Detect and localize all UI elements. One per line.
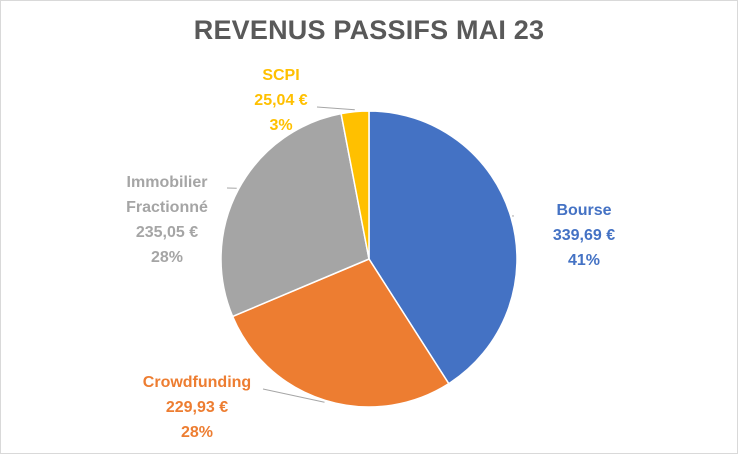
- data-label-scpi: SCPI 25,04 € 3%: [231, 63, 331, 138]
- chart-title: REVENUS PASSIFS MAI 23: [193, 15, 545, 45]
- slice-percent: 41%: [567, 252, 601, 269]
- slice-percent: 28%: [150, 249, 184, 266]
- data-label-immobilier-fractionne: Immobilier Fractionné 235,05 € 28%: [107, 170, 227, 270]
- slice-value: 339,69 €: [552, 227, 616, 244]
- slice-value: 229,93 €: [165, 399, 229, 416]
- slice-label-line-2: Fractionné: [126, 199, 208, 216]
- slice-label: Bourse: [556, 202, 612, 219]
- leader-line: [316, 106, 355, 111]
- data-label-bourse: Bourse 339,69 € 41%: [529, 198, 639, 273]
- pie-slice-crowdfunding: [231, 258, 450, 408]
- leader-line: [262, 388, 325, 403]
- slice-label-line-1: Immobilier: [126, 174, 208, 191]
- slice-value: 25,04 €: [254, 92, 308, 109]
- slice-percent: 3%: [269, 117, 293, 134]
- slice-label: Crowdfunding: [142, 374, 252, 391]
- slice-percent: 28%: [180, 424, 214, 441]
- slice-value: 235,05 €: [135, 224, 199, 241]
- data-label-crowdfunding: Crowdfunding 229,93 € 28%: [127, 370, 267, 445]
- pie-slice-immobilier-fractionn-: [220, 112, 370, 318]
- slice-label: SCPI: [262, 67, 300, 84]
- pie-slice-scpi: [340, 110, 370, 260]
